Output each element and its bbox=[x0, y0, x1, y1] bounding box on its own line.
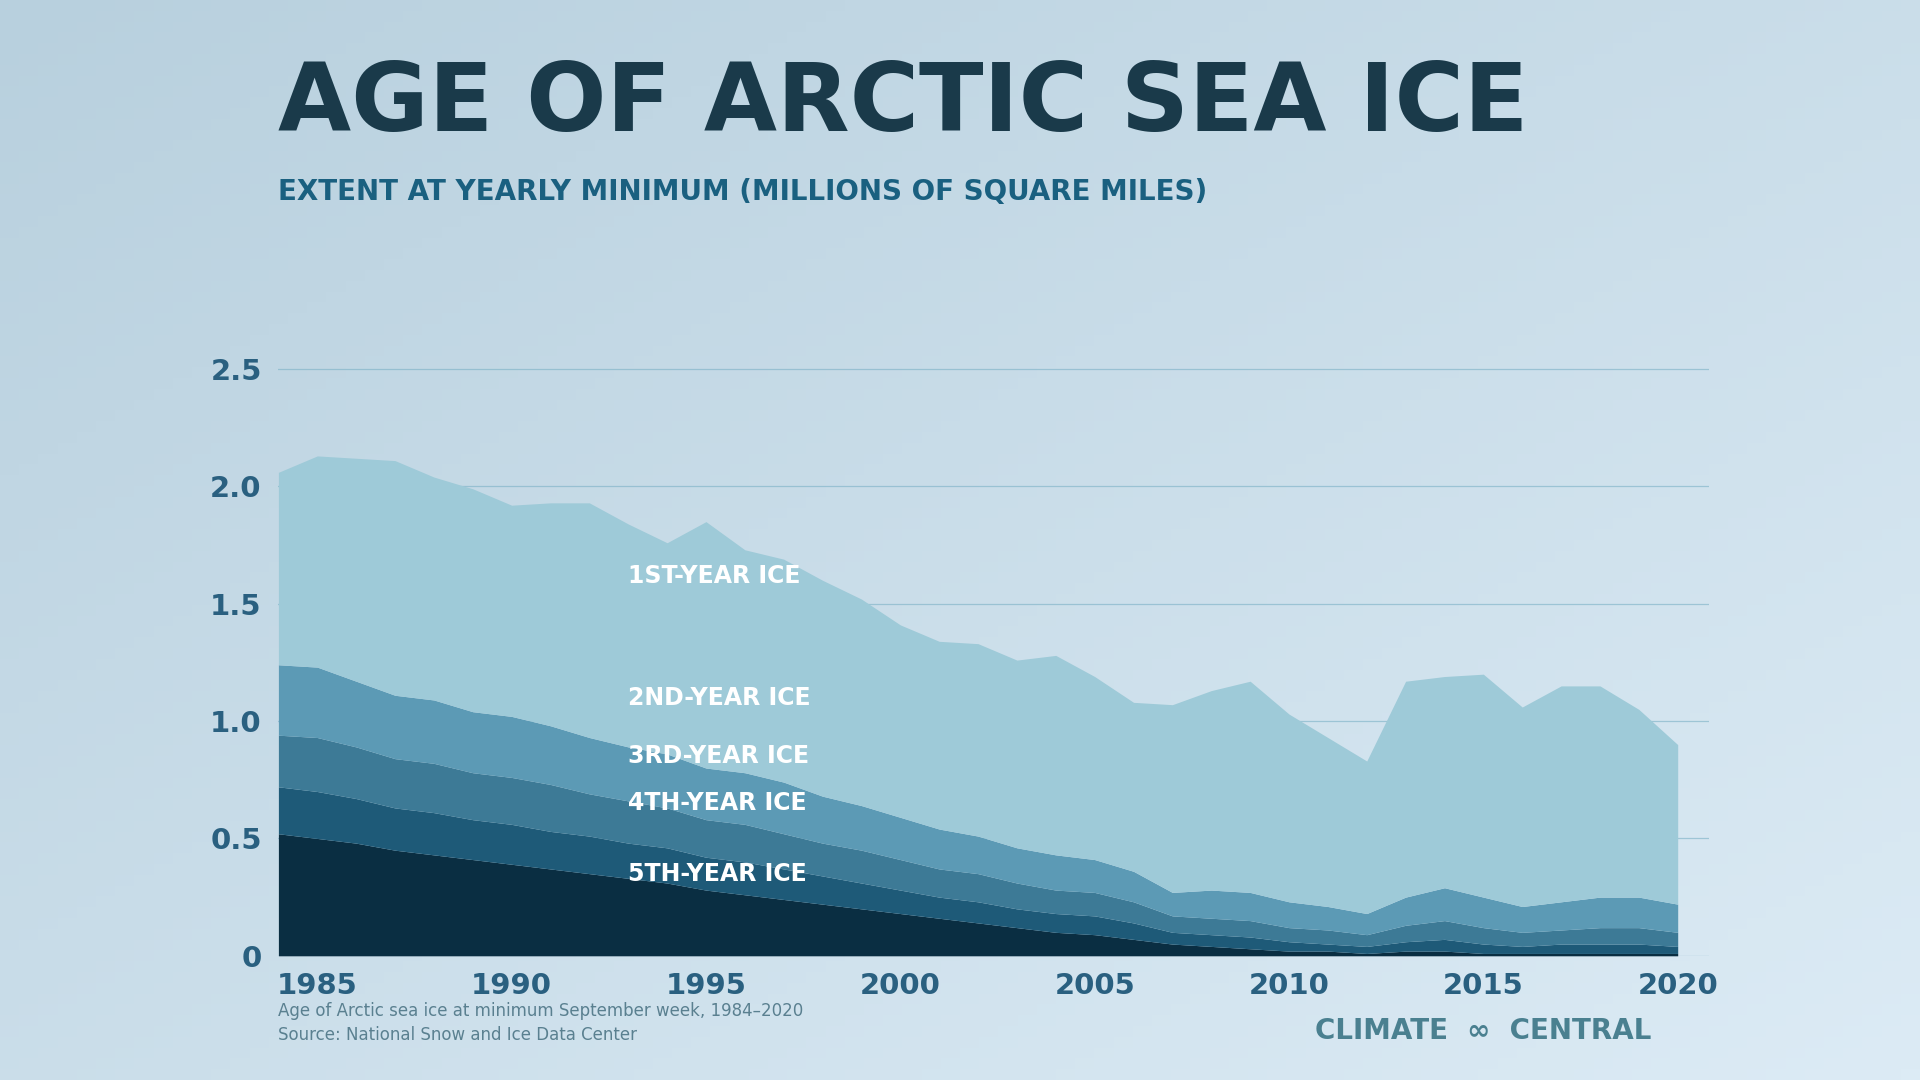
Text: 1ST-YEAR ICE: 1ST-YEAR ICE bbox=[628, 564, 801, 588]
Text: EXTENT AT YEARLY MINIMUM (MILLIONS OF SQUARE MILES): EXTENT AT YEARLY MINIMUM (MILLIONS OF SQ… bbox=[278, 178, 1208, 206]
Text: CLIMATE  ∞  CENTRAL: CLIMATE ∞ CENTRAL bbox=[1315, 1017, 1651, 1045]
Text: 3RD-YEAR ICE: 3RD-YEAR ICE bbox=[628, 744, 810, 768]
Text: 2ND-YEAR ICE: 2ND-YEAR ICE bbox=[628, 686, 810, 710]
Text: 5TH-YEAR ICE: 5TH-YEAR ICE bbox=[628, 862, 806, 886]
Text: Age of Arctic sea ice at minimum September week, 1984–2020
Source: National Snow: Age of Arctic sea ice at minimum Septemb… bbox=[278, 1002, 804, 1044]
Text: 4TH-YEAR ICE: 4TH-YEAR ICE bbox=[628, 792, 806, 815]
Text: AGE OF ARCTIC SEA ICE: AGE OF ARCTIC SEA ICE bbox=[278, 59, 1528, 151]
